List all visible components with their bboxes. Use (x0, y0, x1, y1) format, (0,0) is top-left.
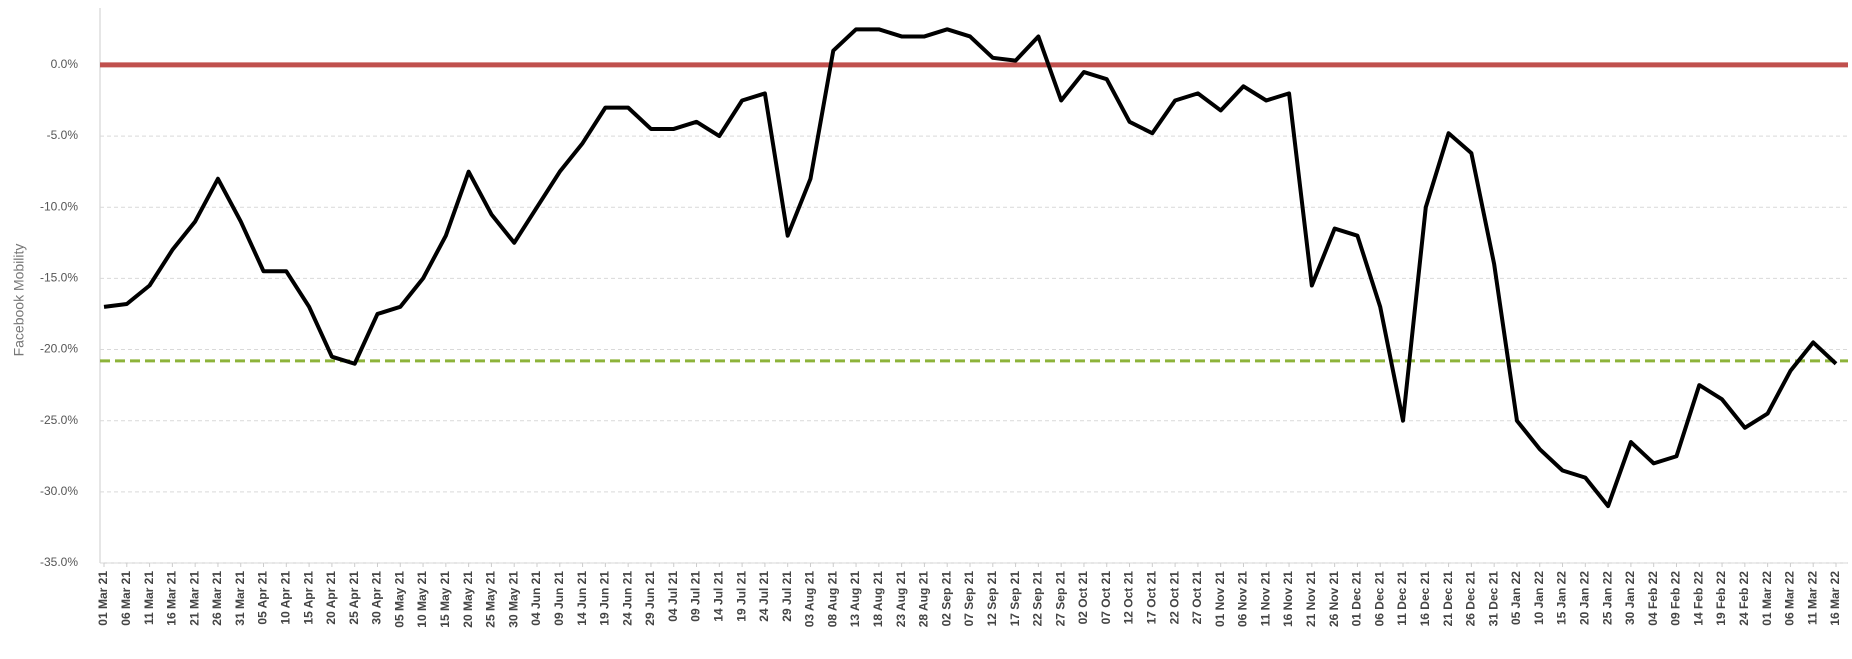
x-tick-label: 02 Sep 21 (939, 571, 953, 627)
x-tick-label: 15 Apr 21 (301, 571, 315, 625)
x-tick-label: 21 Nov 21 (1304, 571, 1318, 627)
x-tick-label: 19 Feb 22 (1714, 571, 1728, 626)
x-tick-label: 14 Jul 21 (711, 571, 725, 622)
x-tick-label: 01 Nov 21 (1213, 571, 1227, 627)
x-tick-label: 06 Nov 21 (1236, 571, 1250, 627)
x-tick-label: 09 Jun 21 (552, 571, 566, 626)
x-tick-label: 04 Jul 21 (666, 571, 680, 622)
x-tick-label: 01 Mar 22 (1760, 571, 1774, 626)
x-tick-label: 25 Apr 21 (347, 571, 361, 625)
x-tick-label: 10 May 21 (415, 571, 429, 628)
x-tick-label: 31 Mar 21 (233, 571, 247, 626)
x-tick-label: 17 Oct 21 (1144, 571, 1158, 625)
x-tick-label: 15 Jan 22 (1555, 571, 1569, 625)
x-tick-label: 04 Jun 21 (529, 571, 543, 626)
x-tick-label: 26 Nov 21 (1327, 571, 1341, 627)
y-tick-label: -15.0% (40, 271, 78, 285)
x-tick-label: 05 Apr 21 (256, 571, 270, 625)
x-tick-label: 24 Jun 21 (620, 571, 634, 626)
x-tick-label: 11 Dec 21 (1395, 571, 1409, 626)
x-tick-label: 12 Sep 21 (985, 571, 999, 627)
x-tick-label: 22 Oct 21 (1167, 571, 1181, 625)
x-tick-label: 21 Mar 21 (187, 571, 201, 626)
x-tick-label: 31 Dec 21 (1486, 571, 1500, 627)
x-tick-label: 26 Mar 21 (210, 571, 224, 626)
x-tick-label: 13 Aug 21 (848, 571, 862, 628)
x-tick-label: 10 Jan 22 (1532, 571, 1546, 625)
y-tick-label: 0.0% (51, 57, 79, 71)
y-tick-label: -10.0% (40, 199, 78, 213)
x-tick-label: 07 Oct 21 (1099, 571, 1113, 625)
x-tick-label: 01 Dec 21 (1350, 571, 1364, 627)
x-tick-label: 16 Mar 21 (165, 571, 179, 626)
x-tick-label: 29 Jun 21 (643, 571, 657, 626)
x-tick-label: 08 Aug 21 (825, 571, 839, 628)
x-tick-label: 21 Dec 21 (1441, 571, 1455, 627)
x-tick-label: 09 Jul 21 (689, 571, 703, 622)
x-tick-label: 04 Feb 22 (1646, 571, 1660, 626)
x-tick-label: 25 Jan 22 (1600, 571, 1614, 625)
x-tick-label: 29 Jul 21 (780, 571, 794, 622)
y-tick-label: -35.0% (40, 555, 78, 569)
y-tick-label: -5.0% (47, 128, 79, 142)
x-tick-label: 18 Aug 21 (871, 571, 885, 628)
x-tick-label: 30 Jan 22 (1623, 571, 1637, 625)
y-tick-label: -20.0% (40, 342, 78, 356)
x-tick-label: 19 Jul 21 (734, 571, 748, 622)
x-tick-label: 30 May 21 (506, 571, 520, 628)
x-tick-label: 16 Nov 21 (1281, 571, 1295, 627)
x-tick-label: 20 Jan 22 (1577, 571, 1591, 625)
data-line (103, 27, 1838, 509)
x-tick-label: 06 Mar 21 (119, 571, 133, 626)
x-tick-label: 06 Mar 22 (1783, 571, 1797, 626)
x-tick-label: 09 Feb 22 (1669, 571, 1683, 626)
x-tick-label: 24 Jul 21 (757, 571, 771, 622)
x-tick-label: 17 Sep 21 (1008, 571, 1022, 627)
x-tick-label: 30 Apr 21 (370, 571, 384, 625)
y-tick-label: -25.0% (40, 413, 78, 427)
x-tick-label: 20 Apr 21 (324, 571, 338, 625)
x-tick-label: 26 Dec 21 (1464, 571, 1478, 627)
x-tick-label: 12 Oct 21 (1122, 571, 1136, 625)
y-tick-label: -30.0% (40, 484, 78, 498)
x-tick-label: 03 Aug 21 (803, 571, 817, 628)
x-tick-label: 22 Sep 21 (1031, 571, 1045, 627)
x-tick-label: 07 Sep 21 (962, 571, 976, 627)
x-tick-label: 14 Feb 22 (1691, 571, 1705, 626)
x-tick-label: 05 May 21 (392, 571, 406, 628)
x-tick-label: 11 Mar 22 (1805, 571, 1819, 625)
x-tick-label: 27 Sep 21 (1053, 571, 1067, 627)
x-tick-label: 27 Oct 21 (1190, 571, 1204, 625)
x-tick-label: 16 Mar 22 (1828, 571, 1842, 626)
x-tick-label: 19 Jun 21 (598, 571, 612, 626)
x-tick-label: 23 Aug 21 (894, 571, 908, 628)
x-tick-label: 16 Dec 21 (1418, 571, 1432, 627)
x-tick-label: 01 Mar 21 (96, 571, 110, 626)
x-tick-label: 11 Mar 21 (142, 571, 156, 625)
x-tick-label: 10 Apr 21 (278, 571, 292, 625)
x-tick-label: 05 Jan 22 (1509, 571, 1523, 625)
x-tick-label: 06 Dec 21 (1372, 571, 1386, 627)
x-tick-label: 02 Oct 21 (1076, 571, 1090, 625)
x-tick-label: 28 Aug 21 (917, 571, 931, 628)
x-tick-label: 14 Jun 21 (575, 571, 589, 626)
x-tick-label: 20 May 21 (461, 571, 475, 628)
x-tick-label: 25 May 21 (484, 571, 498, 628)
y-axis-label: Facebook Mobility (11, 244, 27, 357)
x-tick-label: 24 Feb 22 (1737, 571, 1751, 626)
x-tick-label: 11 Nov 21 (1258, 571, 1272, 627)
x-tick-label: 15 May 21 (438, 571, 452, 628)
